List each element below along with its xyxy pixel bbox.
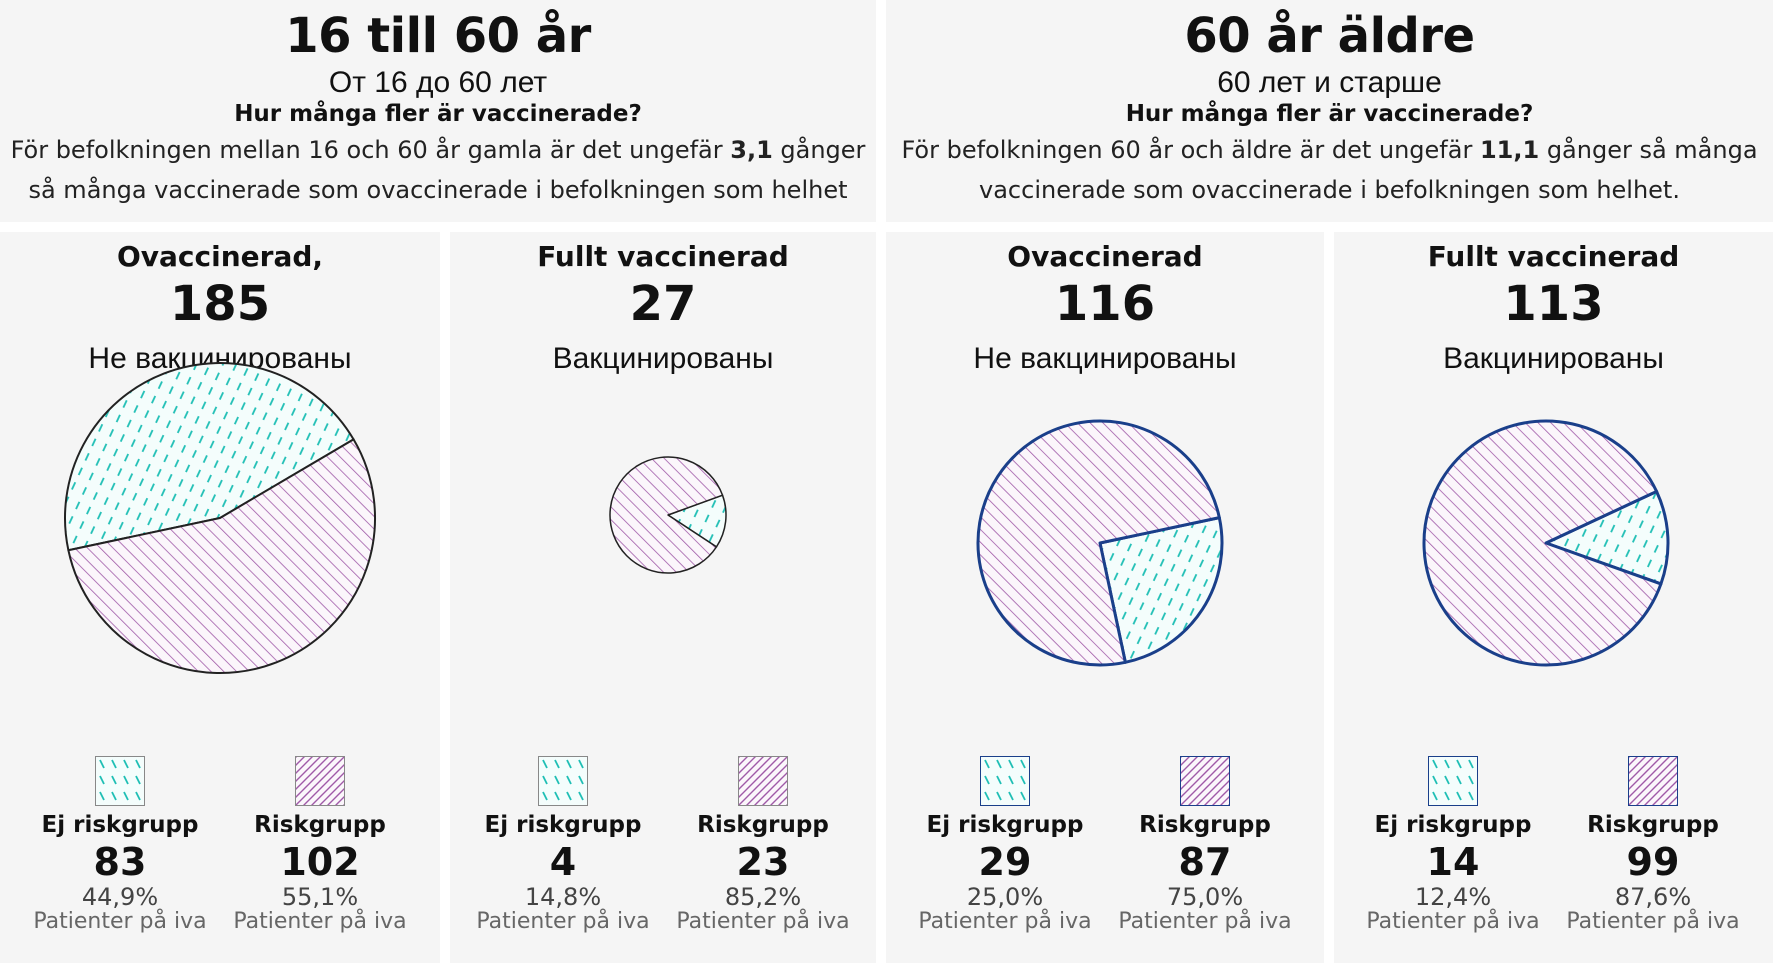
panel-total: 27 xyxy=(629,276,697,332)
legend-ej-riskgrupp: Ej riskgrupp 4 14,8% Patienter på iva xyxy=(463,756,663,934)
legend-value: 87 xyxy=(1178,840,1232,884)
legend-riskgrupp: Riskgrupp 23 85,2% Patienter på iva xyxy=(663,756,863,934)
legend-riskgrupp: Riskgrupp 102 55,1% Patienter på iva xyxy=(220,756,420,934)
panel-unvaccinated-16-60: Ovaccinerad, 185 Не вакцинированы Ej ris… xyxy=(0,232,440,963)
legend-caption: Patienter på iva xyxy=(476,909,650,935)
panel-status: Ovaccinerad xyxy=(1007,240,1203,273)
legend-riskgrupp: Riskgrupp 87 75,0% Patienter på iva xyxy=(1105,756,1305,934)
riskgrupp-swatch xyxy=(1180,756,1230,806)
ej-riskgrupp-swatch xyxy=(95,756,145,806)
panel-total: 185 xyxy=(169,276,271,332)
legend-value: 99 xyxy=(1626,840,1680,884)
desc-text-post: gånger så många vaccinerade som ovaccine… xyxy=(979,135,1758,204)
group-subtitle-ru: От 16 до 60 лет xyxy=(328,66,548,99)
pie-chart xyxy=(976,419,1224,667)
panel-vaccinated-16-60: Fullt vaccinerad 27 Вакцинированы Ej ris… xyxy=(450,232,876,963)
legend-label: Riskgrupp xyxy=(1139,812,1271,838)
pie-slice-riskgrupp xyxy=(1422,419,1663,667)
group-header-60-plus: 60 år äldre 60 лет и старше Hur många fl… xyxy=(886,0,1773,222)
legend-ej-riskgrupp: Ej riskgrupp 83 44,9% Patienter på iva xyxy=(20,756,220,934)
legend-label: Riskgrupp xyxy=(254,812,386,838)
panel-total: 116 xyxy=(1054,276,1156,332)
legend-label: Ej riskgrupp xyxy=(41,812,199,838)
legend-percent: 12,4% xyxy=(1414,882,1492,911)
riskgrupp-swatch xyxy=(738,756,788,806)
group-subtitle-ru: 60 лет и старше xyxy=(1217,66,1442,99)
panel-total: 113 xyxy=(1503,276,1604,332)
group-description: För befolkningen mellan 16 och 60 år gam… xyxy=(0,130,876,210)
panel-subtitle-ru: Вакцинированы xyxy=(1443,342,1664,375)
legend-caption: Patienter på iva xyxy=(676,909,850,935)
pie-slice-ej-riskgrupp xyxy=(64,362,355,552)
legend-value: 102 xyxy=(280,840,360,884)
ej-riskgrupp-swatch xyxy=(980,756,1030,806)
legend-percent: 44,9% xyxy=(81,882,159,911)
legend-value: 29 xyxy=(978,840,1032,884)
group-question: Hur många fler är vaccinerade? xyxy=(234,101,642,127)
legend-label: Ej riskgrupp xyxy=(926,812,1084,838)
panel-status: Fullt vaccinerad xyxy=(537,240,789,273)
legend-label: Riskgrupp xyxy=(1587,812,1719,838)
ej-riskgrupp-swatch xyxy=(1428,756,1478,806)
ej-riskgrupp-swatch xyxy=(538,756,588,806)
pie-slice-riskgrupp xyxy=(67,438,377,674)
legend-value: 4 xyxy=(549,840,577,884)
panel-subtitle-ru: Вакцинированы xyxy=(552,342,774,375)
group-header-16-60: 16 till 60 år От 16 до 60 лет Hur många … xyxy=(0,0,876,222)
group-title: 16 till 60 år xyxy=(285,8,591,64)
panel-unvaccinated-60-plus: Ovaccinerad 116 Не вакцинированы Ej risk… xyxy=(886,232,1324,963)
legend-percent: 87,6% xyxy=(1614,882,1692,911)
desc-text-post: gånger så många vaccinerade som ovaccine… xyxy=(28,135,866,204)
pie-slice-ej-riskgrupp xyxy=(1544,489,1670,586)
pie-chart xyxy=(1422,419,1670,667)
legend-value: 14 xyxy=(1426,840,1480,884)
pie-slice-ej-riskgrupp xyxy=(667,494,727,548)
legend-percent: 55,1% xyxy=(281,882,359,911)
desc-text-pre: För befolkningen mellan 16 och 60 år gam… xyxy=(10,135,731,164)
legend-label: Riskgrupp xyxy=(697,812,829,838)
group-question: Hur många fler är vaccinerade? xyxy=(1125,101,1534,127)
legend-value: 83 xyxy=(93,840,147,884)
legend-caption: Patienter på iva xyxy=(918,909,1092,935)
legend-riskgrupp: Riskgrupp 99 87,6% Patienter på iva xyxy=(1553,756,1753,934)
pie-chart xyxy=(609,456,727,574)
group-title: 60 år äldre xyxy=(1184,8,1475,64)
legend-caption: Patienter på iva xyxy=(233,909,407,935)
legend-percent: 75,0% xyxy=(1166,882,1244,911)
panel-status: Ovaccinerad, xyxy=(116,240,324,273)
panel-subtitle-ru: Не вакцинированы xyxy=(973,342,1237,375)
pie-slice-riskgrupp xyxy=(609,456,724,574)
legend-percent: 85,2% xyxy=(724,882,802,911)
riskgrupp-swatch xyxy=(1628,756,1678,806)
legend-caption: Patienter på iva xyxy=(1366,909,1540,935)
legend-percent: 25,0% xyxy=(966,882,1044,911)
legend-caption: Patienter på iva xyxy=(33,909,207,935)
riskgrupp-swatch xyxy=(295,756,345,806)
panel-vaccinated-60-plus: Fullt vaccinerad 113 Вакцинированы Ej ri… xyxy=(1334,232,1773,963)
legend-label: Ej riskgrupp xyxy=(1374,812,1532,838)
legend-value: 23 xyxy=(736,840,790,884)
desc-text-pre: För befolkningen 60 år och äldre är det … xyxy=(901,135,1480,164)
legend-caption: Patienter på iva xyxy=(1566,909,1740,935)
legend-ej-riskgrupp: Ej riskgrupp 14 12,4% Patienter på iva xyxy=(1353,756,1553,934)
pie-chart xyxy=(64,362,377,674)
panel-status: Fullt vaccinerad xyxy=(1427,240,1680,273)
group-description: För befolkningen 60 år och äldre är det … xyxy=(886,130,1773,210)
desc-ratio: 3,1 xyxy=(730,135,773,164)
legend-caption: Patienter på iva xyxy=(1118,909,1292,935)
legend-label: Ej riskgrupp xyxy=(484,812,642,838)
desc-ratio: 11,1 xyxy=(1479,135,1540,164)
pie-slice-riskgrupp xyxy=(976,419,1221,667)
legend-percent: 14,8% xyxy=(524,882,602,911)
legend-ej-riskgrupp: Ej riskgrupp 29 25,0% Patienter på iva xyxy=(905,756,1105,934)
pie-slice-ej-riskgrupp xyxy=(1098,516,1224,664)
